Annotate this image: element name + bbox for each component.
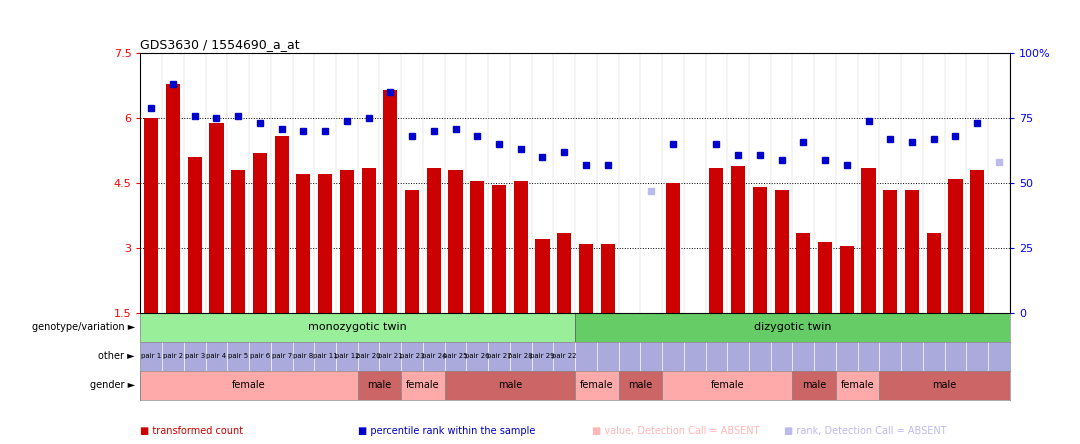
Bar xyxy=(319,174,333,313)
Text: pair 8: pair 8 xyxy=(294,353,313,359)
Text: pair 25: pair 25 xyxy=(443,353,468,359)
Text: pair 20: pair 20 xyxy=(356,353,381,359)
Text: female: female xyxy=(232,380,266,390)
Text: pair 28: pair 28 xyxy=(509,353,534,359)
Bar xyxy=(557,233,571,313)
Bar xyxy=(883,190,897,313)
Bar xyxy=(662,371,793,400)
Text: male: male xyxy=(802,380,826,390)
Bar xyxy=(576,313,1010,342)
Bar xyxy=(145,118,159,313)
Bar xyxy=(879,371,1010,400)
Text: female: female xyxy=(711,380,744,390)
Text: pair 12: pair 12 xyxy=(335,353,360,359)
Text: pair 11: pair 11 xyxy=(313,353,338,359)
Bar xyxy=(666,183,680,313)
Bar xyxy=(492,185,507,313)
Bar xyxy=(753,187,767,313)
Bar xyxy=(140,313,576,342)
Text: ■ rank, Detection Call = ABSENT: ■ rank, Detection Call = ABSENT xyxy=(784,426,946,436)
Bar xyxy=(905,190,919,313)
Bar xyxy=(927,233,941,313)
Bar xyxy=(731,166,745,313)
Text: male: male xyxy=(498,380,522,390)
Text: pair 23: pair 23 xyxy=(400,353,424,359)
Text: pair 2: pair 2 xyxy=(163,353,184,359)
Bar xyxy=(514,181,528,313)
Text: pair 29: pair 29 xyxy=(530,353,555,359)
Text: pair 22: pair 22 xyxy=(552,353,577,359)
Text: pair 7: pair 7 xyxy=(271,353,292,359)
Text: pair 3: pair 3 xyxy=(185,353,205,359)
Text: gender ►: gender ► xyxy=(90,380,135,390)
Text: genotype/variation ►: genotype/variation ► xyxy=(31,322,135,333)
Text: ■ percentile rank within the sample: ■ percentile rank within the sample xyxy=(357,426,535,436)
Bar xyxy=(427,168,441,313)
Text: GDS3630 / 1554690_a_at: GDS3630 / 1554690_a_at xyxy=(140,38,300,51)
Text: pair 6: pair 6 xyxy=(249,353,270,359)
Text: dizygotic twin: dizygotic twin xyxy=(754,322,832,333)
Text: pair 4: pair 4 xyxy=(206,353,227,359)
Bar xyxy=(445,371,576,400)
Text: ■ transformed count: ■ transformed count xyxy=(140,426,243,436)
Text: pair 1: pair 1 xyxy=(141,353,161,359)
Text: pair 21: pair 21 xyxy=(378,353,403,359)
Bar xyxy=(793,371,836,400)
Bar xyxy=(619,371,662,400)
Bar xyxy=(796,233,810,313)
Bar xyxy=(274,135,288,313)
Bar xyxy=(448,170,462,313)
Bar xyxy=(836,371,879,400)
Bar xyxy=(362,168,376,313)
Bar xyxy=(340,170,354,313)
Bar xyxy=(774,190,788,313)
Bar xyxy=(166,83,180,313)
Bar xyxy=(579,244,593,313)
Bar xyxy=(357,371,402,400)
Bar xyxy=(402,371,445,400)
Bar xyxy=(253,153,267,313)
Bar xyxy=(840,246,854,313)
Text: male: male xyxy=(629,380,652,390)
Text: female: female xyxy=(841,380,875,390)
Text: pair 26: pair 26 xyxy=(465,353,489,359)
Text: pair 27: pair 27 xyxy=(487,353,511,359)
Bar xyxy=(818,242,832,313)
Bar xyxy=(383,90,397,313)
Text: pair 24: pair 24 xyxy=(421,353,446,359)
Bar xyxy=(600,244,615,313)
Bar xyxy=(948,179,962,313)
Text: female: female xyxy=(406,380,440,390)
Bar xyxy=(970,170,984,313)
Bar xyxy=(470,181,484,313)
Text: other ►: other ► xyxy=(98,351,135,361)
Bar xyxy=(188,157,202,313)
Bar xyxy=(576,371,619,400)
Bar xyxy=(536,239,550,313)
Text: female: female xyxy=(580,380,613,390)
Bar xyxy=(710,168,724,313)
Bar xyxy=(231,170,245,313)
Text: monozygotic twin: monozygotic twin xyxy=(309,322,407,333)
Text: male: male xyxy=(367,380,392,390)
Text: ■ value, Detection Call = ABSENT: ■ value, Detection Call = ABSENT xyxy=(593,426,760,436)
Bar xyxy=(210,123,224,313)
Bar xyxy=(405,190,419,313)
Bar xyxy=(862,168,876,313)
Bar xyxy=(140,371,357,400)
Text: pair 5: pair 5 xyxy=(228,353,248,359)
Bar xyxy=(296,174,310,313)
Text: male: male xyxy=(932,380,957,390)
